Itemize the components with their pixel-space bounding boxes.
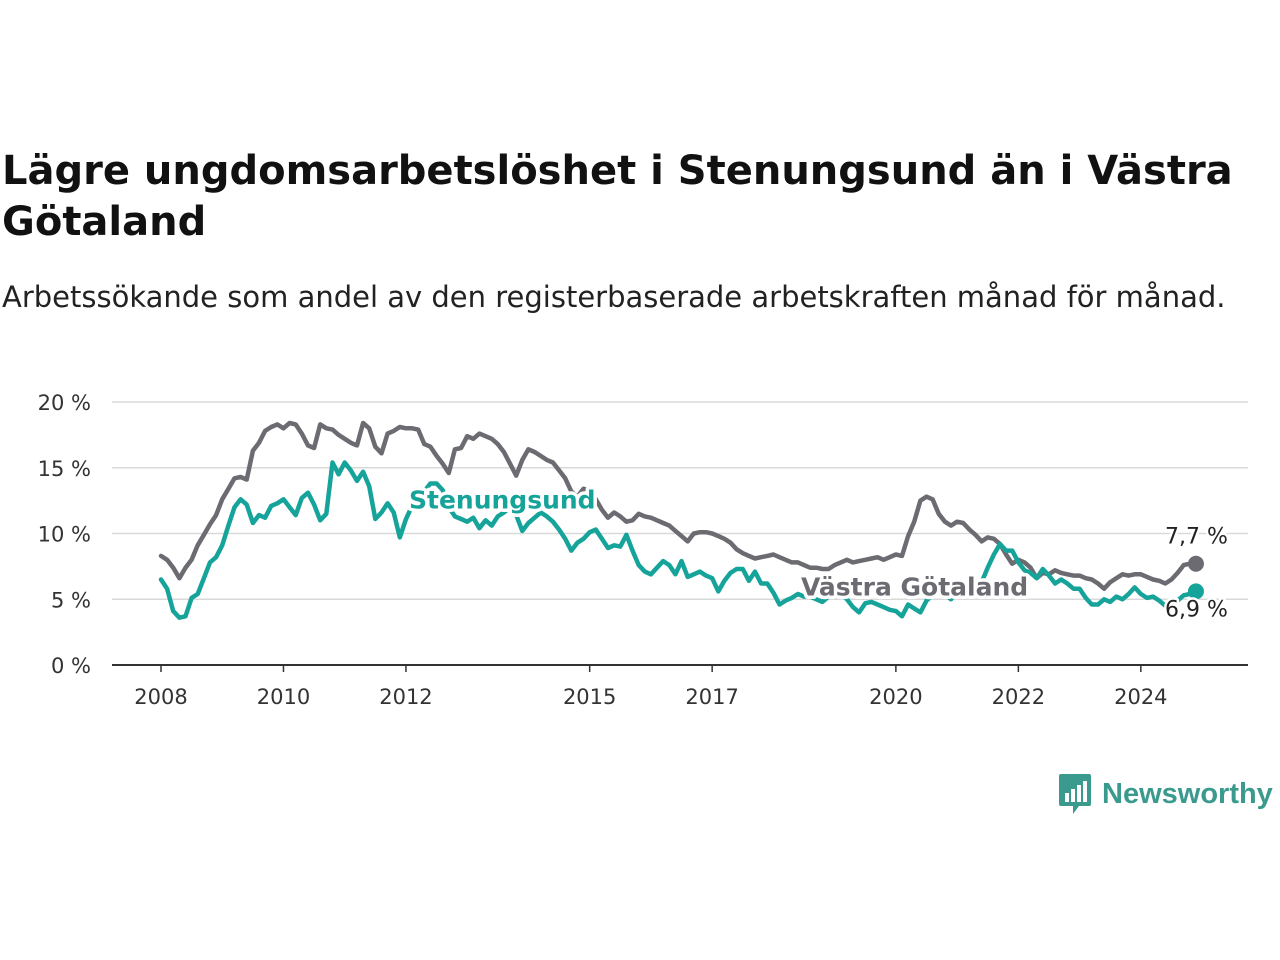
end-point-vastra-gotaland [1187, 555, 1204, 572]
y-tick-label: 15 % [38, 457, 91, 481]
end-label-vastra-gotaland: 7,7 % [1165, 525, 1228, 550]
x-tick-label: 2022 [992, 685, 1045, 709]
series-label-vastra-gotaland: Västra Götaland [801, 572, 1028, 601]
x-tick-label: 2008 [134, 685, 187, 709]
y-tick-label: 10 % [38, 523, 91, 547]
x-tick-label: 2020 [869, 685, 922, 709]
y-tick-label: 20 % [38, 391, 91, 415]
newsworthy-logo-icon [1059, 774, 1091, 814]
chart-subtitle: Arbetssökande som andel av den registerb… [2, 280, 1226, 314]
end-point-stenungsund [1187, 583, 1204, 600]
x-tick-label: 2012 [379, 685, 432, 709]
end-label-stenungsund: 6,9 % [1165, 597, 1228, 622]
series-label-stenungsund: Stenungsund [409, 486, 596, 515]
x-tick-label: 2017 [685, 685, 738, 709]
brand-logo: Newsworthy [1058, 772, 1273, 816]
brand-name: Newsworthy [1102, 777, 1273, 810]
chart-title: Lägre ungdomsarbetslöshet i Stenungsund … [2, 148, 1233, 245]
x-tick-label: 2015 [563, 685, 616, 709]
x-tick-label: 2010 [257, 685, 310, 709]
x-tick-label: 2024 [1114, 685, 1167, 709]
line-chart: 0 % 5 % 10 % 15 % 20 % 2008 2010 2012 2015 2017 20… [38, 391, 1248, 709]
y-tick-label: 5 % [51, 588, 91, 612]
y-tick-label: 0 % [51, 654, 91, 678]
series-line-stenungsund [158, 460, 1199, 620]
series-line-vastra-gotaland [158, 420, 1199, 591]
